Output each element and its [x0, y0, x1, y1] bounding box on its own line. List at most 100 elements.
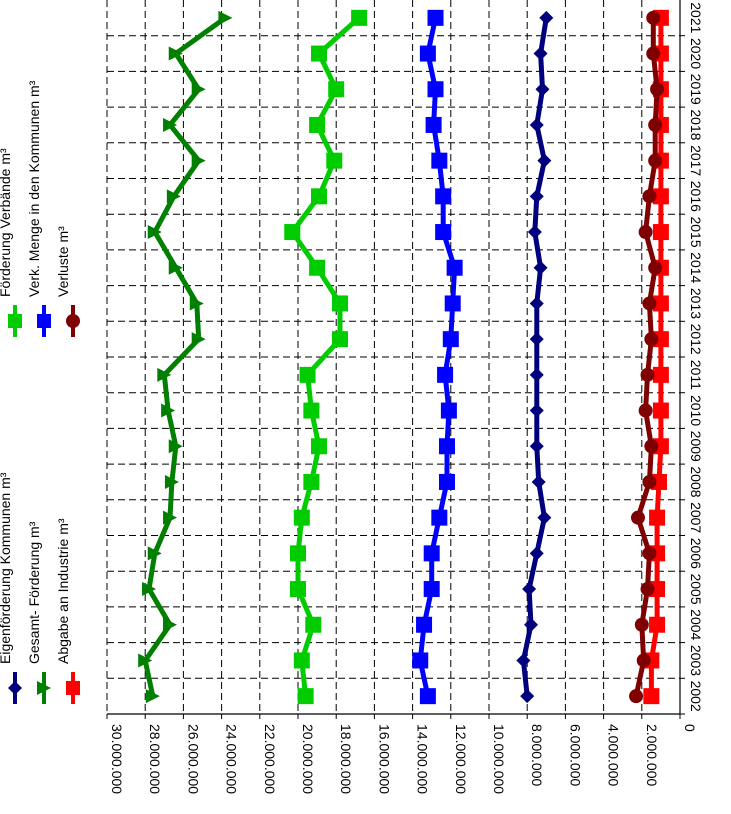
data-point	[629, 689, 644, 704]
series-group	[138, 10, 233, 704]
data-point	[303, 473, 320, 490]
data-point	[303, 402, 320, 419]
data-point	[644, 332, 659, 347]
legend-label: Gesamt- Förderung m³	[26, 521, 42, 664]
data-point	[168, 439, 183, 454]
data-point	[440, 402, 457, 419]
data-point	[166, 189, 181, 204]
data-point	[427, 81, 444, 98]
legend-entry: Abgabe an Industrie m³	[55, 518, 80, 704]
category-tick-label: 2019	[688, 74, 704, 105]
data-point	[652, 295, 669, 312]
data-point	[309, 259, 326, 276]
data-point	[168, 46, 183, 61]
data-point	[423, 581, 440, 598]
value-tick-label: 22.000.000	[262, 724, 278, 794]
data-point	[332, 295, 349, 312]
data-point	[638, 403, 653, 418]
data-point	[527, 225, 542, 240]
data-point	[649, 616, 666, 633]
data-point	[529, 546, 544, 561]
tick-labels: 0 2.000.000 4.000.000 6.000.000 8.000.000 10.…	[109, 2, 704, 794]
data-point	[163, 617, 178, 632]
legend-label: Eigenförderung Kommunen m³	[0, 472, 13, 664]
value-tick-label: 28.000.000	[147, 724, 163, 794]
data-point	[419, 45, 436, 62]
data-point	[297, 688, 314, 705]
data-point	[539, 10, 554, 25]
value-tick-label: 20.000.000	[300, 724, 316, 794]
data-point	[293, 652, 310, 669]
data-point	[157, 367, 172, 382]
data-point	[138, 653, 153, 668]
data-point	[537, 153, 552, 168]
legend-entry: Gesamt- Förderung m³	[26, 521, 51, 704]
category-tick-label: 2020	[688, 38, 704, 69]
legend-marker	[8, 314, 22, 328]
data-point	[423, 545, 440, 562]
data-point	[351, 9, 368, 26]
data-point	[189, 296, 204, 311]
data-point	[524, 617, 539, 632]
data-point	[145, 689, 160, 704]
legend-marker	[37, 314, 51, 328]
value-tick-label: 4.000.000	[606, 724, 622, 786]
data-point	[522, 582, 537, 597]
data-point	[431, 509, 448, 526]
value-tick-label: 30.000.000	[109, 724, 125, 794]
data-point	[533, 260, 548, 275]
data-point	[442, 331, 459, 348]
category-tick-label: 2012	[688, 324, 704, 355]
legend-marker	[66, 681, 80, 695]
data-point	[142, 582, 157, 597]
category-tick-label: 2013	[688, 288, 704, 319]
category-tick-label: 2018	[688, 109, 704, 140]
data-point	[652, 366, 669, 383]
data-point	[438, 473, 455, 490]
data-point	[537, 510, 552, 525]
data-point	[646, 10, 661, 25]
data-point	[642, 189, 657, 204]
data-point	[444, 295, 461, 312]
category-tick-label: 2007	[688, 502, 704, 533]
data-point	[191, 82, 206, 97]
data-point	[284, 224, 301, 241]
legend-label: Verluste m³	[55, 226, 71, 297]
data-point	[431, 152, 448, 169]
category-tick-label: 2003	[688, 645, 704, 676]
data-point	[416, 616, 433, 633]
data-point	[642, 546, 657, 561]
data-point	[191, 332, 206, 347]
data-point	[652, 402, 669, 419]
series-line	[520, 17, 549, 697]
data-point	[649, 509, 666, 526]
data-point	[164, 474, 179, 489]
data-point	[630, 510, 645, 525]
value-tick-label: 16.000.000	[376, 724, 392, 794]
value-tick-label: 8.000.000	[529, 724, 545, 786]
value-tick-label: 26.000.000	[185, 724, 201, 794]
legend-marker	[8, 681, 22, 695]
data-point	[652, 188, 669, 205]
category-tick-label: 2010	[688, 395, 704, 426]
data-point	[648, 153, 663, 168]
data-point	[328, 81, 345, 98]
data-point	[311, 45, 328, 62]
legend-entry: Förderung Verbände m³	[0, 148, 22, 337]
data-point	[533, 46, 548, 61]
data-point	[326, 152, 343, 169]
data-point	[168, 260, 183, 275]
legend-label: Verk. Menge in den Kommunen m³	[26, 80, 42, 297]
data-point	[437, 366, 454, 383]
series-group	[412, 9, 463, 705]
axes	[106, 0, 685, 719]
category-tick-label: 2005	[688, 573, 704, 604]
value-tick-label: 18.000.000	[338, 724, 354, 794]
data-point	[529, 296, 544, 311]
data-point	[648, 117, 663, 132]
data-point	[163, 117, 178, 132]
category-tick-label: 2017	[688, 145, 704, 176]
data-point	[191, 153, 206, 168]
data-point	[332, 331, 349, 348]
